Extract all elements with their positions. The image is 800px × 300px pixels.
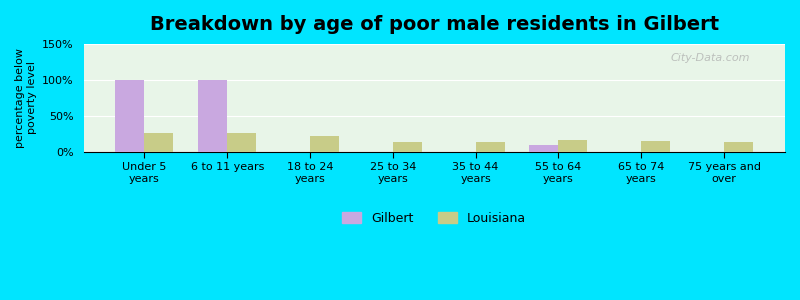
Bar — [144, 133, 174, 152]
Bar — [393, 142, 422, 152]
Bar — [642, 141, 670, 152]
Bar — [724, 142, 753, 152]
Bar — [476, 142, 505, 152]
Text: City-Data.com: City-Data.com — [670, 52, 750, 62]
Bar — [530, 145, 558, 152]
Bar — [227, 133, 256, 152]
Bar — [310, 136, 339, 152]
Y-axis label: percentage below
poverty level: percentage below poverty level — [15, 48, 37, 148]
Bar — [558, 140, 587, 152]
Bar — [198, 80, 227, 152]
Bar — [115, 80, 144, 152]
Legend: Gilbert, Louisiana: Gilbert, Louisiana — [338, 207, 531, 230]
Title: Breakdown by age of poor male residents in Gilbert: Breakdown by age of poor male residents … — [150, 15, 719, 34]
